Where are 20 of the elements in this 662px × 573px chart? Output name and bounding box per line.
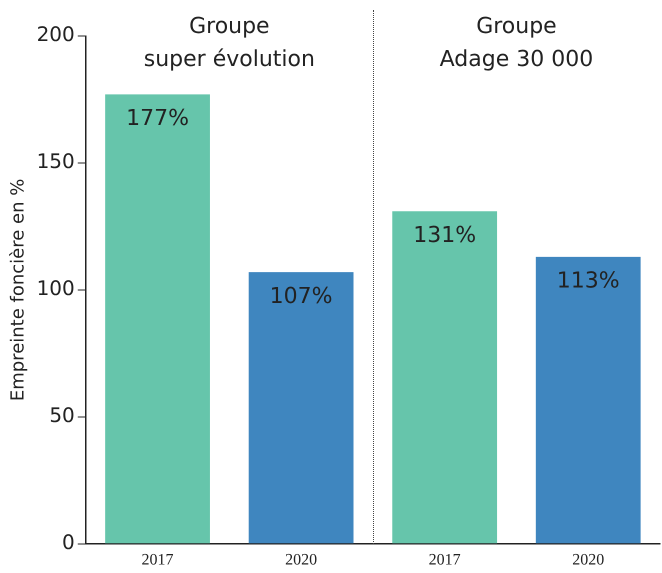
data-label: 131% xyxy=(413,222,476,248)
data-label: 177% xyxy=(126,106,190,132)
bar xyxy=(105,94,210,544)
annotation: Groupe Adage 30 000 xyxy=(440,14,594,72)
data-label: 107% xyxy=(270,284,333,309)
y-tick-label: 150 xyxy=(36,149,75,174)
bar xyxy=(536,256,641,544)
x-tick-label: 2017 xyxy=(142,552,174,569)
x-tick-label: 2017 xyxy=(428,552,461,569)
y-tick-label: 200 xyxy=(36,22,75,46)
x-tick-label: 2020 xyxy=(285,552,318,569)
bar xyxy=(392,211,498,544)
y-tick-label: 0 xyxy=(62,530,75,554)
y-tick-label: 50 xyxy=(49,403,75,428)
annotation: Groupe super évolution xyxy=(144,14,315,72)
x-tick-label: 2020 xyxy=(572,552,604,569)
data-label: 113% xyxy=(556,268,620,294)
y-tick-label: 100 xyxy=(36,276,75,300)
y-axis-title: Empreinte foncière en % xyxy=(7,178,28,402)
bar xyxy=(248,272,354,544)
